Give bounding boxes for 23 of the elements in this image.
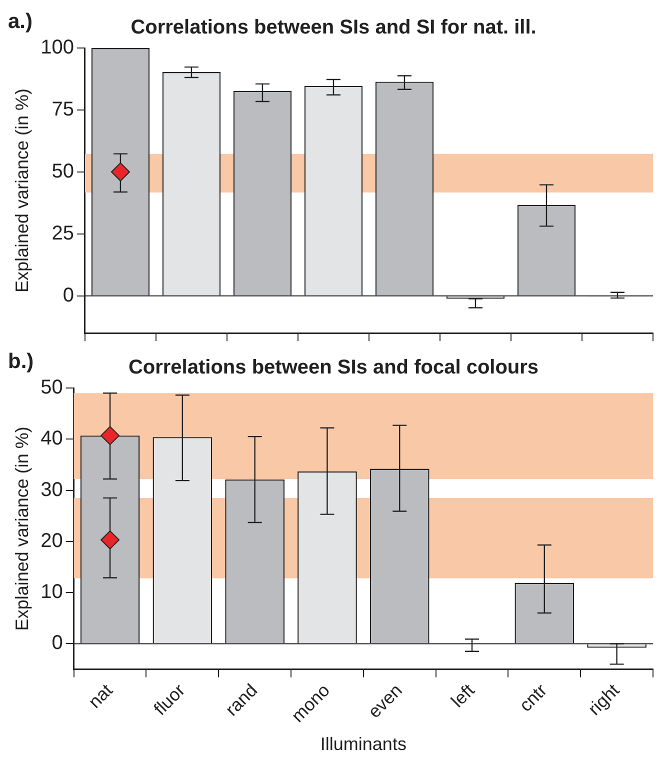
y-tick-label: 50: [52, 160, 74, 182]
x-axis-title: Illuminants: [320, 734, 406, 754]
y-tick-label: 10: [40, 581, 63, 604]
y-tick-label: 30: [40, 478, 63, 501]
y-axis-title: Explained variance (in %): [12, 426, 32, 631]
y-tick-label: 40: [40, 428, 63, 450]
x-tick-label: nat: [84, 680, 116, 712]
y-tick-label: 0: [52, 632, 63, 654]
chart-title: Correlations between SIs and focal colours: [128, 356, 539, 379]
x-tick-label: even: [364, 680, 406, 722]
text: b.): [8, 350, 34, 374]
y-tick-label: 50: [40, 376, 63, 399]
text: a.): [8, 10, 33, 34]
y-tick-label: 100: [40, 36, 74, 59]
x-tick-label: left: [447, 680, 478, 712]
x-tick-label: cntr: [515, 680, 551, 716]
y-axis-title: Explained variance (in %): [12, 88, 32, 293]
y-tick-label: 25: [52, 222, 74, 244]
y-tick-label: 20: [40, 530, 63, 552]
x-tick-label: fluor: [150, 680, 189, 720]
chart-title: Correlations between SIs and SI for nat. ill.: [130, 16, 536, 39]
y-tick-label: 75: [52, 98, 74, 120]
y-tick-label: 0: [62, 284, 74, 306]
